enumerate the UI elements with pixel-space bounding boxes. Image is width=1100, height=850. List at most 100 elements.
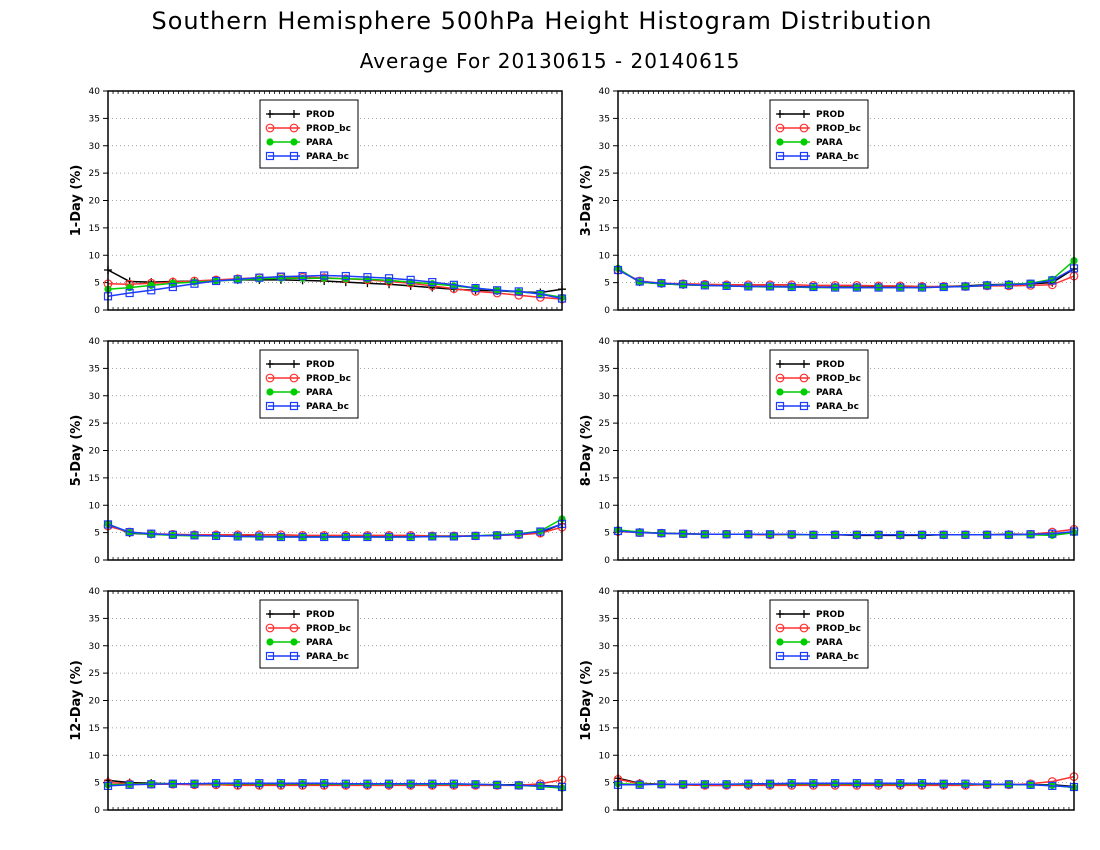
- chart-6-series-line: [618, 782, 1075, 788]
- chart-3-data-point: [125, 527, 134, 537]
- chart-6-ytick-label: 0: [604, 806, 610, 816]
- chart-3-data-point: [514, 530, 523, 539]
- chart-1-ytick-label: 15: [89, 224, 100, 234]
- chart-4-data-point: [765, 530, 775, 539]
- chart-2-legend-marker: [799, 123, 809, 133]
- chart-2-legend-label: PARA_bc: [816, 152, 859, 162]
- chart-4-data-point: [874, 530, 883, 539]
- chart-2-ytick-label: 10: [599, 251, 611, 261]
- chart-3-ylabel: 5-Day (%): [69, 415, 84, 487]
- chart-1-data-point: [147, 281, 155, 289]
- chart-3-ytick-label: 30: [89, 392, 101, 402]
- chart-6-data-point: [852, 779, 861, 788]
- chart-6-data-point: [896, 779, 905, 788]
- chart-4-ytick-label: 20: [599, 447, 611, 457]
- chart-6-data-point: [744, 779, 753, 788]
- chart-2-data-point: [874, 283, 883, 292]
- chart-4-legend-marker: [776, 388, 784, 396]
- chart-6-ylabel: 16-Day (%): [579, 660, 594, 741]
- chart-2-data-point: [917, 283, 927, 292]
- chart-3-plot-frame: [107, 340, 563, 561]
- chart-2-ytick-label: 35: [599, 114, 610, 124]
- chart-1-data-point: [147, 286, 156, 295]
- panels-group: 0 5 10 15 20 25 30 35 40 1-Day (%) PROD PROD_bc PARA…: [69, 87, 1079, 816]
- chart-3-legend-label: PROD_bc: [306, 374, 351, 384]
- chart-4-legend-label: PROD_bc: [816, 374, 861, 384]
- chart-3-data-point: [536, 527, 545, 536]
- chart-1-series-para-bc: [103, 271, 567, 303]
- chart-2: 0 5 10 15 20 25 30 35 40 3-Day (%) PROD PROD_bc PARA…: [579, 87, 1079, 316]
- chart-4-plot-frame: [617, 340, 1075, 561]
- chart-5-legend-label: PROD: [306, 610, 335, 620]
- chart-5-plot-frame: [107, 590, 563, 811]
- chart-2-series-para-bc: [613, 264, 1079, 292]
- chart-6-legend-marker: [776, 638, 784, 646]
- chart-4-data-point: [896, 530, 905, 539]
- chart-4-ytick-label: 15: [599, 474, 610, 484]
- chart-6-ytick-label: 10: [599, 751, 611, 761]
- chart-6-data-point: [1048, 781, 1057, 791]
- chart-1-ytick-label: 40: [89, 87, 101, 97]
- chart-1-data-point: [363, 273, 372, 282]
- chart-4-data-point: [809, 530, 818, 539]
- chart-3-data-point: [276, 532, 286, 542]
- chart-2-data-point: [1048, 276, 1057, 285]
- chart-1-data-point: [320, 274, 328, 282]
- chart-1-legend-label: PARA: [306, 138, 333, 148]
- chart-5-ytick-label: 30: [89, 642, 101, 652]
- chart-4-data-point: [983, 530, 992, 539]
- chart-6-plot-frame: [617, 590, 1075, 811]
- chart-3-data-point: [147, 529, 156, 538]
- chart-5-ytick-label: 35: [89, 614, 100, 624]
- chart-5-legend-marker: [265, 651, 275, 661]
- chart-2-data-point: [831, 283, 840, 292]
- chart-4-data-point: [700, 530, 709, 539]
- chart-5-data-point: [449, 779, 459, 788]
- chart-6-legend-label: PROD_bc: [816, 624, 861, 634]
- chart-1-ytick-label: 30: [89, 142, 101, 152]
- chart-4-legend-marker: [799, 373, 809, 383]
- chart-1-legend-label: PROD: [306, 110, 335, 120]
- chart-1-legend-marker: [289, 123, 299, 133]
- chart-1-plot-frame: [107, 90, 563, 311]
- chart-5-legend-marker: [266, 610, 274, 618]
- chart-6-ytick-label: 35: [599, 614, 610, 624]
- chart-2-data-point: [744, 282, 753, 291]
- chart-4-series-line: [617, 530, 1075, 536]
- chart-4-legend-marker: [775, 401, 785, 411]
- chart-2-legend-marker: [800, 138, 808, 146]
- chart-5-legend-marker: [290, 610, 298, 618]
- chart-5-data-point: [493, 780, 502, 789]
- chart-3-legend-marker: [266, 360, 274, 368]
- chart-5-data-point: [384, 779, 394, 788]
- chart-4-data-point: [635, 528, 644, 537]
- chart-3-ytick-label: 5: [94, 529, 100, 539]
- chart-3-data-point: [168, 530, 177, 539]
- chart-5-data-point: [255, 779, 264, 788]
- chart-1-legend-label: PARA_bc: [306, 152, 349, 162]
- chart-2-ytick-label: 25: [599, 169, 610, 179]
- chart-5-data-point: [190, 779, 199, 788]
- chart-4-legend-label: PARA_bc: [816, 402, 859, 412]
- chart-5-ytick-label: 20: [89, 697, 101, 707]
- chart-3-legend-marker: [289, 401, 299, 411]
- chart-6-series-para-bc: [613, 779, 1079, 792]
- chart-2-data-point: [961, 282, 970, 291]
- chart-5-data-point: [276, 779, 286, 788]
- chart-5-data-point: [428, 779, 437, 788]
- chart-2-data-point: [939, 282, 948, 292]
- chart-4-legend-marker: [776, 360, 784, 368]
- chart-4-data-point: [744, 530, 753, 539]
- chart-1-data-point: [233, 275, 242, 284]
- chart-6-legend-marker: [799, 623, 809, 633]
- chart-3-data-point: [384, 532, 394, 542]
- chart-4-data-point: [961, 530, 970, 539]
- chart-5-ytick-label: 0: [94, 806, 100, 816]
- chart-3: 0 5 10 15 20 25 30 35 40 5-Day (%) PROD PROD_bc PARA…: [69, 337, 567, 566]
- chart-2-legend-marker: [776, 110, 784, 118]
- chart-4-ytick-label: 5: [604, 529, 610, 539]
- chart-2-legend-marker: [775, 123, 785, 133]
- chart-6-data-point: [679, 780, 688, 789]
- chart-5-data-point: [211, 779, 221, 788]
- chart-6-legend-marker: [800, 610, 808, 618]
